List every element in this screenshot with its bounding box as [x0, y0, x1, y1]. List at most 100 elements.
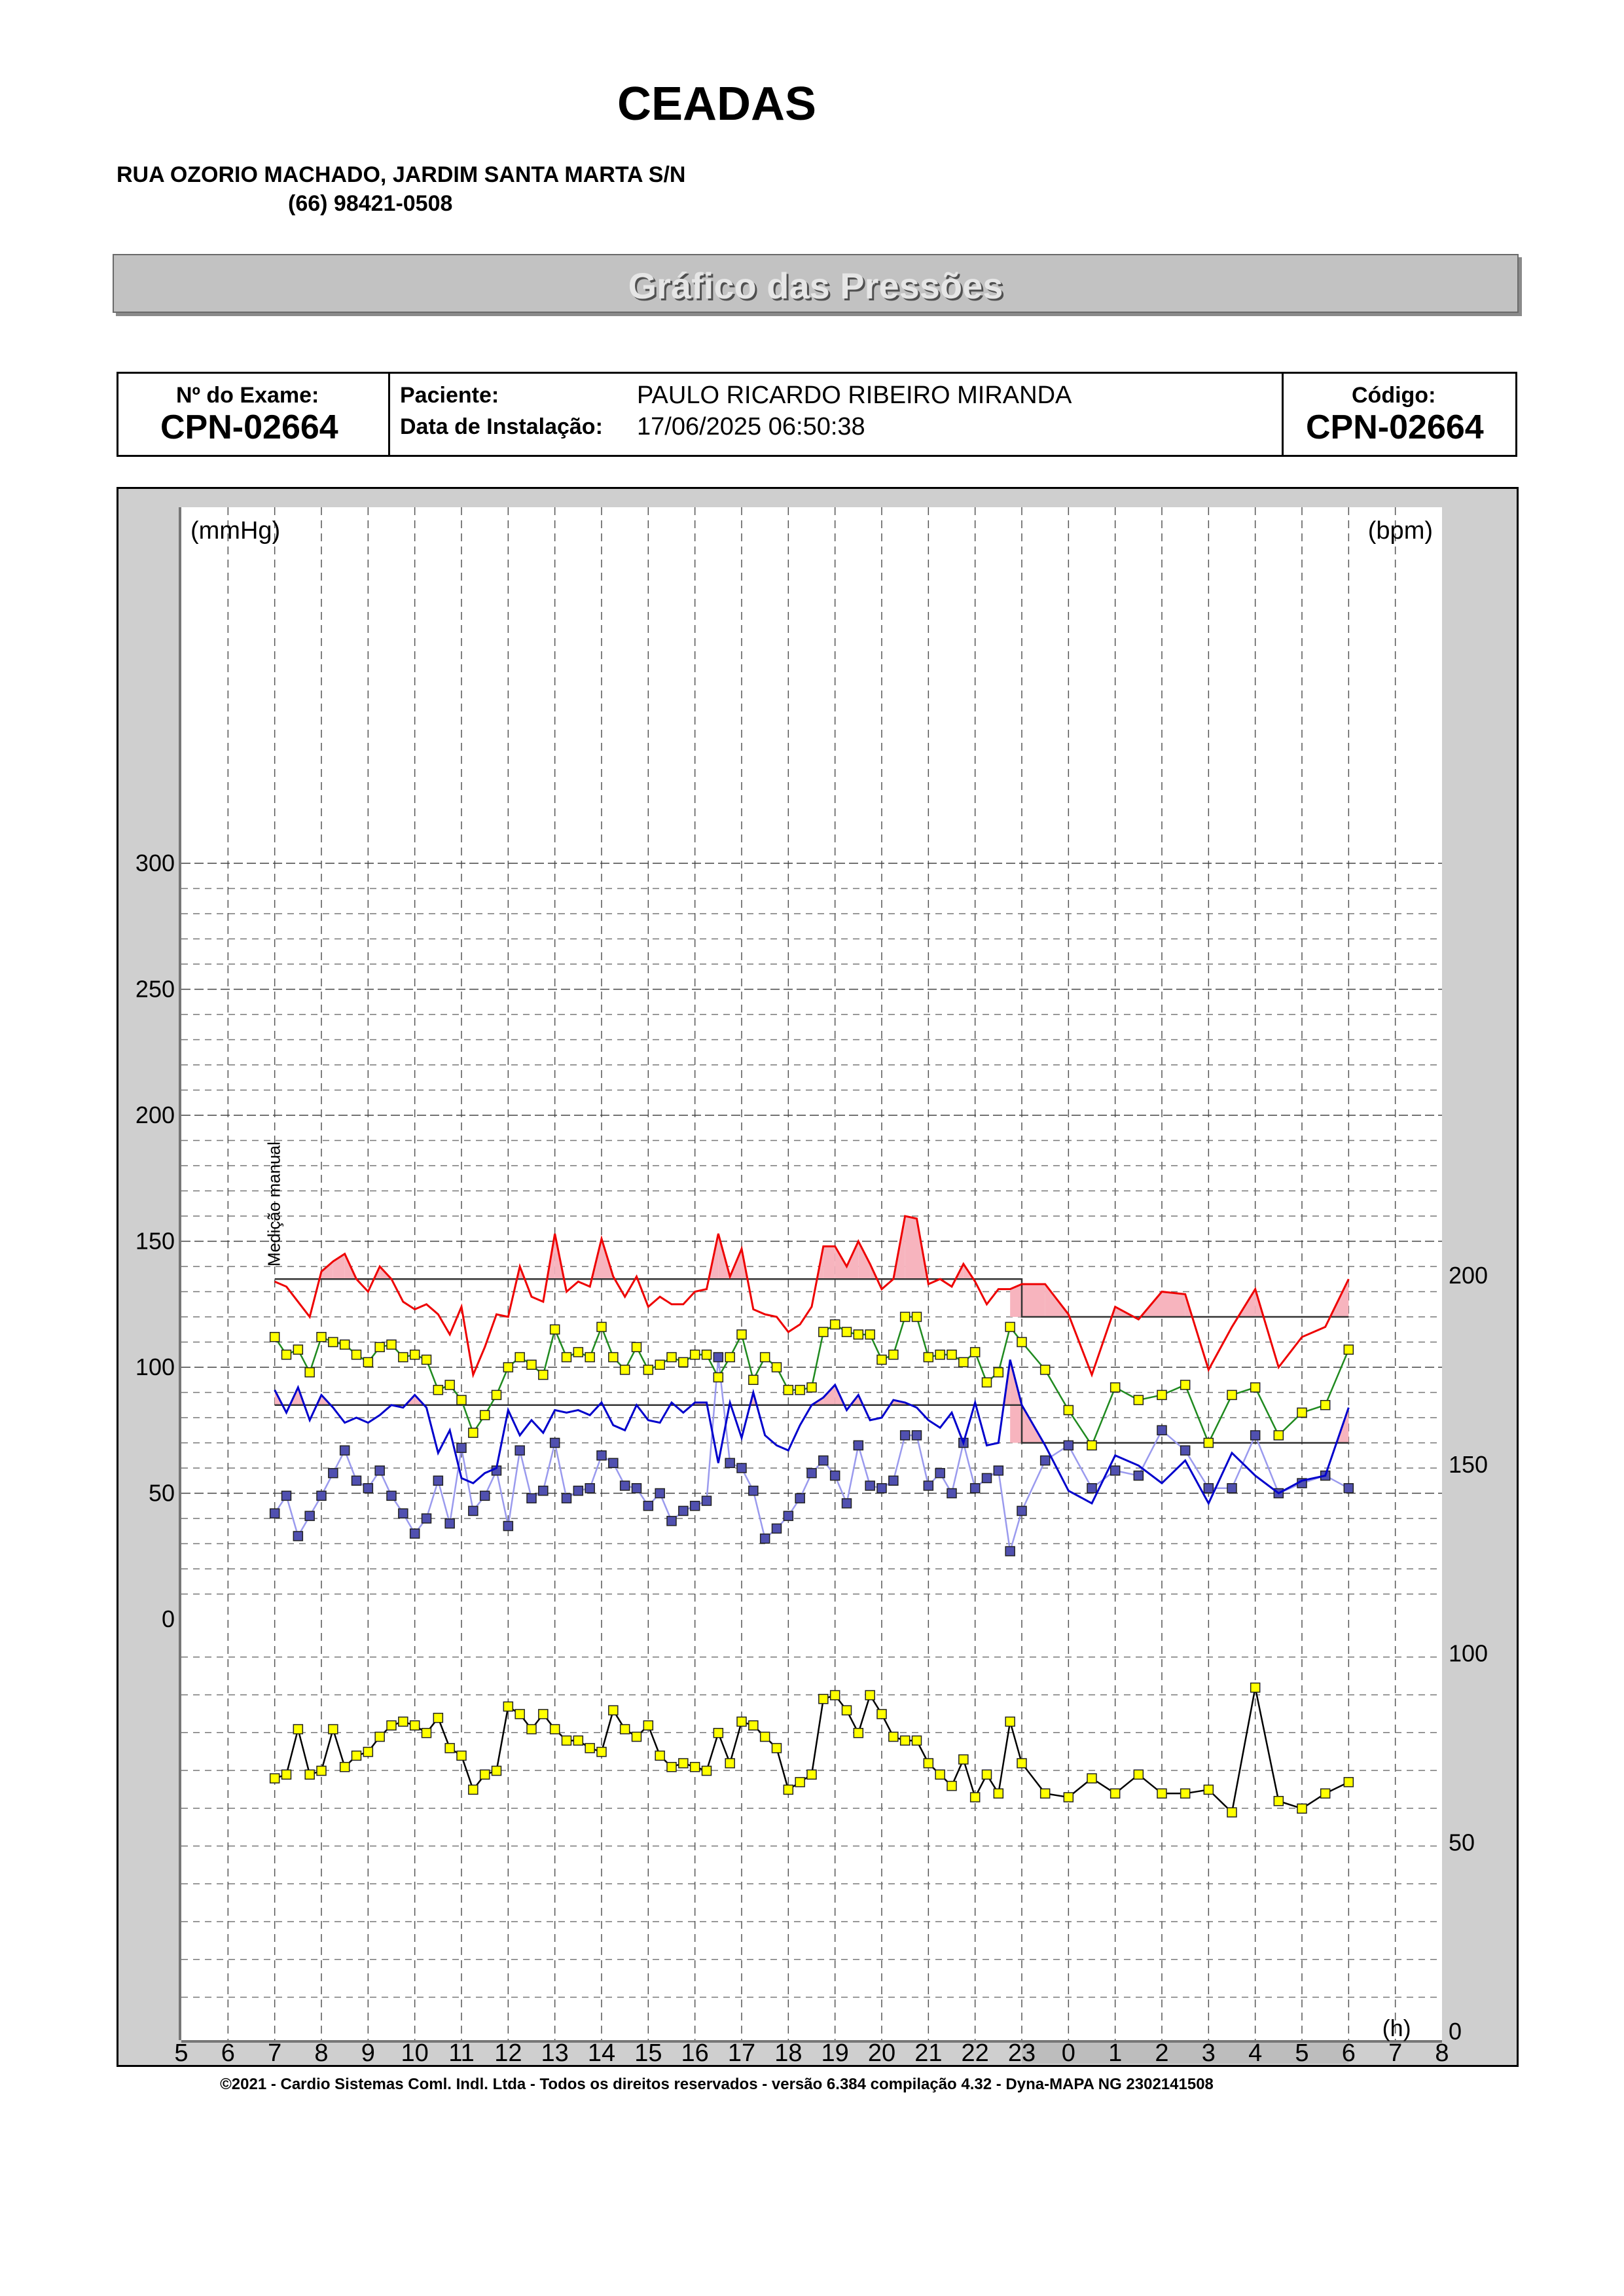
- heart_rate-point: [888, 1731, 899, 1742]
- heart_rate-point: [1180, 1788, 1191, 1799]
- heart_rate-point: [339, 1762, 350, 1772]
- pulse_pressure-point: [888, 1475, 899, 1486]
- heart_rate-point: [491, 1765, 502, 1776]
- mean-point: [363, 1357, 374, 1368]
- x-axis-tick: 23: [1008, 2039, 1036, 2065]
- patient-name: PAULO RICARDO RIBEIRO MIRANDA: [637, 382, 1072, 409]
- pulse_pressure-point: [1180, 1445, 1191, 1456]
- x-axis-tick: 0: [1062, 2039, 1075, 2065]
- right-axis-tick: 50: [1449, 1829, 1475, 1856]
- mean-point: [806, 1382, 817, 1393]
- pulse_pressure-point: [981, 1473, 992, 1484]
- excess-area: [742, 1249, 748, 1280]
- mean-point: [689, 1350, 700, 1360]
- install-date-value: 17/06/2025 06:50:38: [637, 413, 865, 440]
- mean-point: [795, 1384, 805, 1395]
- pulse_pressure-point: [538, 1485, 549, 1496]
- mean-point: [585, 1352, 595, 1363]
- x-axis-tick: 16: [681, 2039, 709, 2065]
- x-axis-tick: 10: [401, 2039, 429, 2065]
- pulse_pressure-point: [1039, 1455, 1051, 1466]
- footer-copyright: ©2021 - Cardio Sistemas Coml. Indl. Ltda…: [220, 2075, 1214, 2093]
- mean-point: [829, 1319, 840, 1330]
- mean-point: [1087, 1440, 1097, 1451]
- pulse_pressure-point: [911, 1430, 922, 1441]
- pulse_pressure-point: [433, 1475, 444, 1486]
- pulse_pressure-point: [374, 1465, 385, 1476]
- mean-point: [269, 1332, 280, 1342]
- mean-point: [947, 1350, 957, 1360]
- heart_rate-point: [795, 1777, 805, 1787]
- clinic-name: CEADAS: [617, 78, 817, 130]
- heart_rate-point: [911, 1735, 922, 1746]
- mean-point: [1320, 1400, 1331, 1410]
- heart_rate-point: [608, 1705, 619, 1715]
- pulse_pressure-point: [456, 1443, 467, 1453]
- mean-point: [619, 1365, 630, 1375]
- heart_rate-point: [328, 1724, 338, 1734]
- heart_rate-point: [1250, 1682, 1261, 1693]
- pulse_pressure-point: [269, 1508, 280, 1519]
- x-axis-tick: 18: [774, 2039, 802, 2065]
- heart_rate-point: [736, 1716, 747, 1727]
- mean-point: [374, 1342, 385, 1352]
- left-axis-unit: (mmHg): [190, 517, 280, 545]
- mean-point: [526, 1359, 537, 1370]
- heart_rate-point: [386, 1720, 397, 1731]
- heart_rate-point: [479, 1769, 490, 1780]
- right-axis-tick: 200: [1449, 1262, 1488, 1289]
- heart_rate-point: [876, 1709, 887, 1719]
- heart_rate-point: [1039, 1788, 1051, 1799]
- pulse_pressure-point: [351, 1475, 362, 1486]
- mean-point: [1273, 1430, 1284, 1441]
- mean-point: [328, 1336, 338, 1348]
- heart_rate-point: [316, 1765, 327, 1776]
- mean-point: [771, 1362, 782, 1372]
- pulse_pressure-point: [339, 1445, 350, 1456]
- systolic-line: [274, 1215, 1350, 1378]
- heart_rate-point: [514, 1709, 525, 1719]
- mean-point: [643, 1365, 654, 1375]
- mean-point: [993, 1367, 1004, 1378]
- heart_rate-point: [981, 1769, 992, 1780]
- page-banner: Gráfico das Pressões: [113, 254, 1519, 313]
- x-axis-tick: 1: [1108, 2039, 1122, 2065]
- mean-point: [759, 1352, 770, 1363]
- pulse_pressure-point: [935, 1467, 945, 1479]
- pulse_pressure-point: [549, 1437, 560, 1448]
- pulse_pressure-point: [759, 1534, 770, 1544]
- mean-point: [1227, 1390, 1237, 1401]
- heart_rate-point: [1203, 1784, 1214, 1795]
- mean-point: [1343, 1344, 1354, 1355]
- mean-point: [573, 1347, 584, 1357]
- left-axis-tick: 0: [162, 1605, 175, 1632]
- x-axis-tick: 8: [1435, 2039, 1449, 2065]
- plot-edge-left: [179, 507, 181, 2040]
- mean-point: [316, 1332, 327, 1342]
- systolic-limit-line: [274, 1278, 1349, 1318]
- pulse_pressure-point: [1227, 1483, 1237, 1494]
- pulse_pressure-point: [1110, 1465, 1121, 1476]
- pulse_pressure-point: [293, 1531, 304, 1541]
- pulse_pressure-point: [1250, 1430, 1261, 1441]
- pulse_pressure-point: [479, 1490, 490, 1501]
- heart_rate-point: [1087, 1773, 1097, 1784]
- x-axis-tick: 17: [728, 2039, 755, 2065]
- heart_rate-point: [503, 1701, 514, 1712]
- x-axis-tick: 21: [914, 2039, 942, 2065]
- pulse_pressure-point: [619, 1480, 630, 1491]
- heart_rate-point: [526, 1724, 537, 1734]
- pulse_pressure-point: [328, 1467, 338, 1479]
- heart_rate-point: [1110, 1788, 1121, 1799]
- mean-point: [1133, 1395, 1144, 1405]
- x-axis-tick: 20: [868, 2039, 895, 2065]
- heart_rate-point: [923, 1758, 934, 1768]
- mean-point: [876, 1354, 887, 1365]
- heart_rate-point: [281, 1769, 292, 1780]
- pulse_pressure-point: [409, 1528, 420, 1539]
- pulse_pressure-point: [608, 1458, 619, 1469]
- pulse_pressure-point: [1063, 1440, 1074, 1451]
- heart_rate-point: [398, 1716, 408, 1727]
- mean-point: [783, 1384, 794, 1395]
- pulse_pressure-point: [468, 1505, 478, 1516]
